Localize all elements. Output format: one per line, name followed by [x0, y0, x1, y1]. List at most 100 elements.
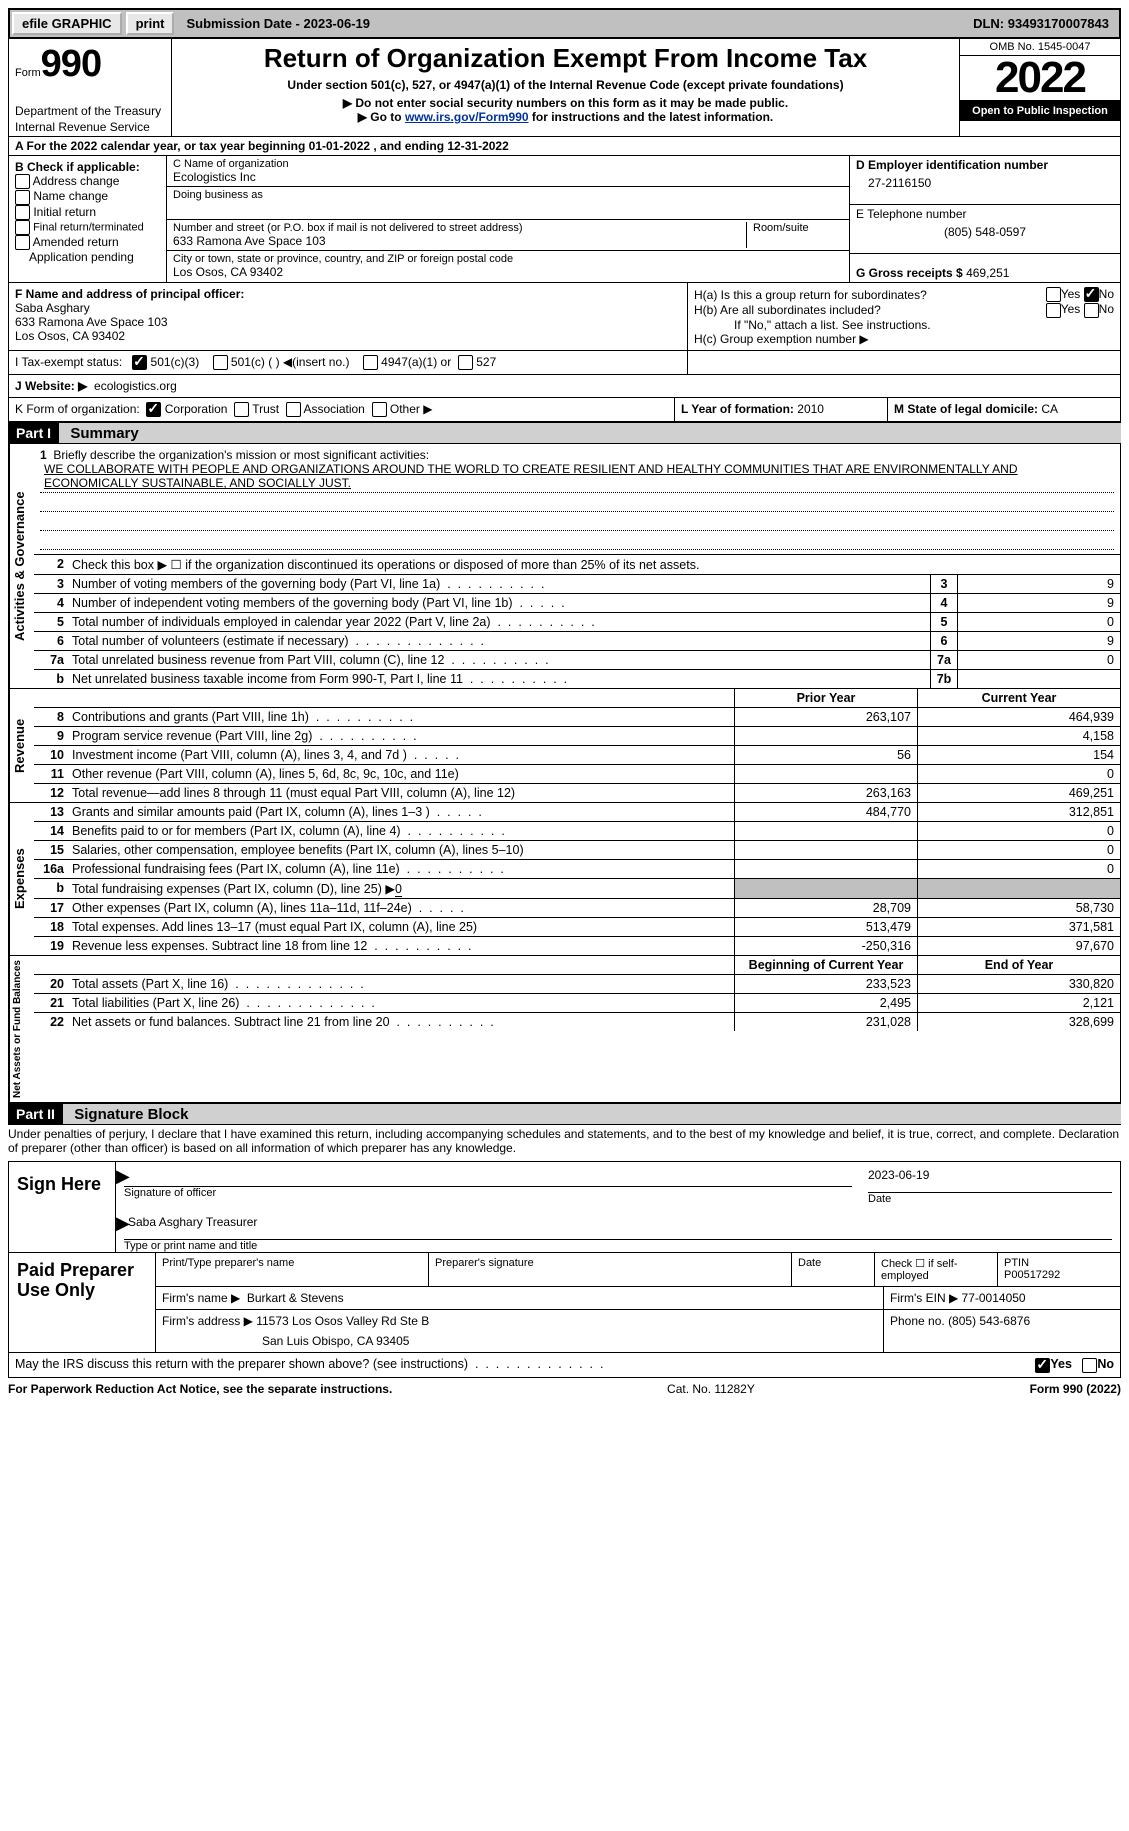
line12: Total revenue—add lines 8 through 11 (mu…	[68, 784, 734, 802]
firm-ein-label: Firm's EIN ▶	[890, 1291, 958, 1305]
corp-check[interactable]: Corporation	[146, 402, 227, 416]
line4: Number of independent voting members of …	[68, 594, 930, 612]
hc-label: H(c) Group exemption number ▶	[694, 332, 1114, 346]
line13: Grants and similar amounts paid (Part IX…	[68, 803, 734, 821]
py14	[734, 822, 917, 840]
year-formation-label: L Year of formation:	[681, 402, 794, 416]
line16a: Professional fundraising fees (Part IX, …	[68, 860, 734, 878]
penalty-text: Under penalties of perjury, I declare th…	[8, 1125, 1121, 1162]
firm-addr-label: Firm's address ▶	[162, 1314, 253, 1328]
line14: Benefits paid to or for members (Part IX…	[68, 822, 734, 840]
officer-addr2: Los Osos, CA 93402	[15, 329, 681, 343]
cy18: 371,581	[917, 918, 1120, 936]
527-check[interactable]: 527	[458, 355, 496, 369]
checkbox-name-change[interactable]: Name change	[15, 189, 160, 204]
line22: Net assets or fund balances. Subtract li…	[68, 1013, 734, 1031]
officer-addr1: 633 Ramona Ave Space 103	[15, 315, 681, 329]
part1-bar: Part I Summary	[8, 422, 1121, 444]
form-org-label: K Form of organization:	[15, 402, 140, 416]
cy16a: 0	[917, 860, 1120, 878]
officer-label: F Name and address of principal officer:	[15, 287, 244, 301]
part1-num: Part I	[8, 423, 59, 443]
prior-year-hdr: Prior Year	[734, 689, 917, 707]
cy19: 97,670	[917, 937, 1120, 955]
assoc-check[interactable]: Association	[286, 402, 365, 416]
may-irs-row: May the IRS discuss this return with the…	[8, 1353, 1121, 1377]
other-check[interactable]: Other ▶	[372, 402, 433, 416]
city: Los Osos, CA 93402	[173, 265, 843, 279]
hb-no[interactable]: No	[1084, 302, 1114, 317]
bcy-hdr: Beginning of Current Year	[734, 956, 917, 974]
line20: Total assets (Part X, line 16)	[68, 975, 734, 993]
open-to-public: Open to Public Inspection	[960, 101, 1120, 121]
ein-label: D Employer identification number	[856, 158, 1114, 172]
type-name-label: Type or print name and title	[116, 1240, 1120, 1252]
line7a: Total unrelated business revenue from Pa…	[68, 651, 930, 669]
firm-name: Burkart & Stevens	[247, 1291, 344, 1305]
may-irs-yes[interactable]: Yes	[1035, 1357, 1072, 1371]
checkbox-initial-return[interactable]: Initial return	[15, 205, 160, 220]
officer-name: Saba Asghary	[15, 301, 681, 315]
sig-officer-label: Signature of officer	[116, 1187, 860, 1199]
dln: DLN: 93493170007843	[973, 16, 1117, 31]
org-name: Ecologistics Inc	[173, 170, 843, 184]
py20: 233,523	[734, 975, 917, 993]
top-toolbar: efile GRAPHIC print Submission Date - 20…	[8, 8, 1121, 39]
form-footer: Form 990 (2022)	[1030, 1382, 1121, 1396]
mission-text: WE COLLABORATE WITH PEOPLE AND ORGANIZAT…	[40, 462, 1114, 493]
501c3-check[interactable]: 501(c)(3)	[132, 355, 199, 369]
print-button[interactable]: print	[126, 12, 175, 35]
cy11: 0	[917, 765, 1120, 783]
py21: 2,495	[734, 994, 917, 1012]
line16b: Total fundraising expenses (Part IX, col…	[68, 879, 734, 898]
part1-title: Summary	[62, 425, 138, 442]
part2-num: Part II	[8, 1104, 63, 1124]
form-subtitle-3: ▶ Go to www.irs.gov/Form990 for instruct…	[178, 110, 953, 124]
py8: 263,107	[734, 708, 917, 726]
line7b: Net unrelated business taxable income fr…	[68, 670, 930, 688]
vlabel-expenses: Expenses	[9, 803, 34, 955]
line5: Total number of individuals employed in …	[68, 613, 930, 631]
phone: (805) 548-0597	[856, 221, 1114, 239]
irs-label: Internal Revenue Service	[15, 120, 165, 134]
line10: Investment income (Part VIII, column (A)…	[68, 746, 734, 764]
ptin: P00517292	[1004, 1269, 1060, 1281]
part2-bar: Part II Signature Block	[8, 1103, 1121, 1125]
section-a-g: B Check if applicable: Address change Na…	[8, 156, 1121, 283]
hb-yes[interactable]: Yes	[1046, 302, 1081, 317]
v4: 9	[957, 594, 1120, 612]
trust-check[interactable]: Trust	[234, 402, 279, 416]
checkbox-final-return[interactable]: Final return/terminated	[15, 220, 160, 235]
efile-graphic-button[interactable]: efile GRAPHIC	[12, 12, 122, 35]
4947-check[interactable]: 4947(a)(1) or	[363, 355, 451, 369]
checkbox-amended[interactable]: Amended return	[15, 235, 160, 250]
firm-name-label: Firm's name ▶	[162, 1291, 240, 1305]
sig-date: 2023-06-19	[868, 1168, 929, 1182]
checkbox-app-pending[interactable]: Application pending	[29, 250, 160, 264]
form-header: Form990 Department of the Treasury Inter…	[8, 39, 1121, 137]
ha-no[interactable]: No	[1084, 287, 1114, 302]
paid-preparer-label: Paid Preparer Use Only	[9, 1253, 156, 1352]
501c-check[interactable]: 501(c) ( ) ◀(insert no.)	[213, 355, 350, 369]
prep-h3: Date	[792, 1253, 875, 1286]
ha-yes[interactable]: Yes	[1046, 287, 1081, 302]
city-label: City or town, state or province, country…	[173, 253, 843, 265]
state-domicile-label: M State of legal domicile:	[894, 402, 1038, 416]
line6: Total number of volunteers (estimate if …	[68, 632, 930, 650]
line19: Revenue less expenses. Subtract line 18 …	[68, 937, 734, 955]
prep-h4: Check ☐ if self-employed	[875, 1253, 998, 1286]
prep-h5: PTINP00517292	[998, 1253, 1120, 1286]
cy12: 469,251	[917, 784, 1120, 802]
org-name-label: C Name of organization	[173, 158, 843, 170]
cat-no: Cat. No. 11282Y	[667, 1382, 755, 1396]
may-irs-no[interactable]: No	[1082, 1357, 1114, 1371]
checkbox-address-change[interactable]: Address change	[15, 174, 160, 189]
sign-block: Sign Here ▶ Signature of officer 2023-06…	[8, 1162, 1121, 1253]
cy20: 330,820	[917, 975, 1120, 993]
vlabel-governance: Activities & Governance	[9, 444, 34, 688]
prep-h1: Print/Type preparer's name	[156, 1253, 429, 1286]
irs-link[interactable]: www.irs.gov/Form990	[405, 110, 529, 124]
ein: 27-2116150	[856, 172, 1114, 190]
sign-here-label: Sign Here	[9, 1162, 116, 1252]
eoy-hdr: End of Year	[917, 956, 1120, 974]
